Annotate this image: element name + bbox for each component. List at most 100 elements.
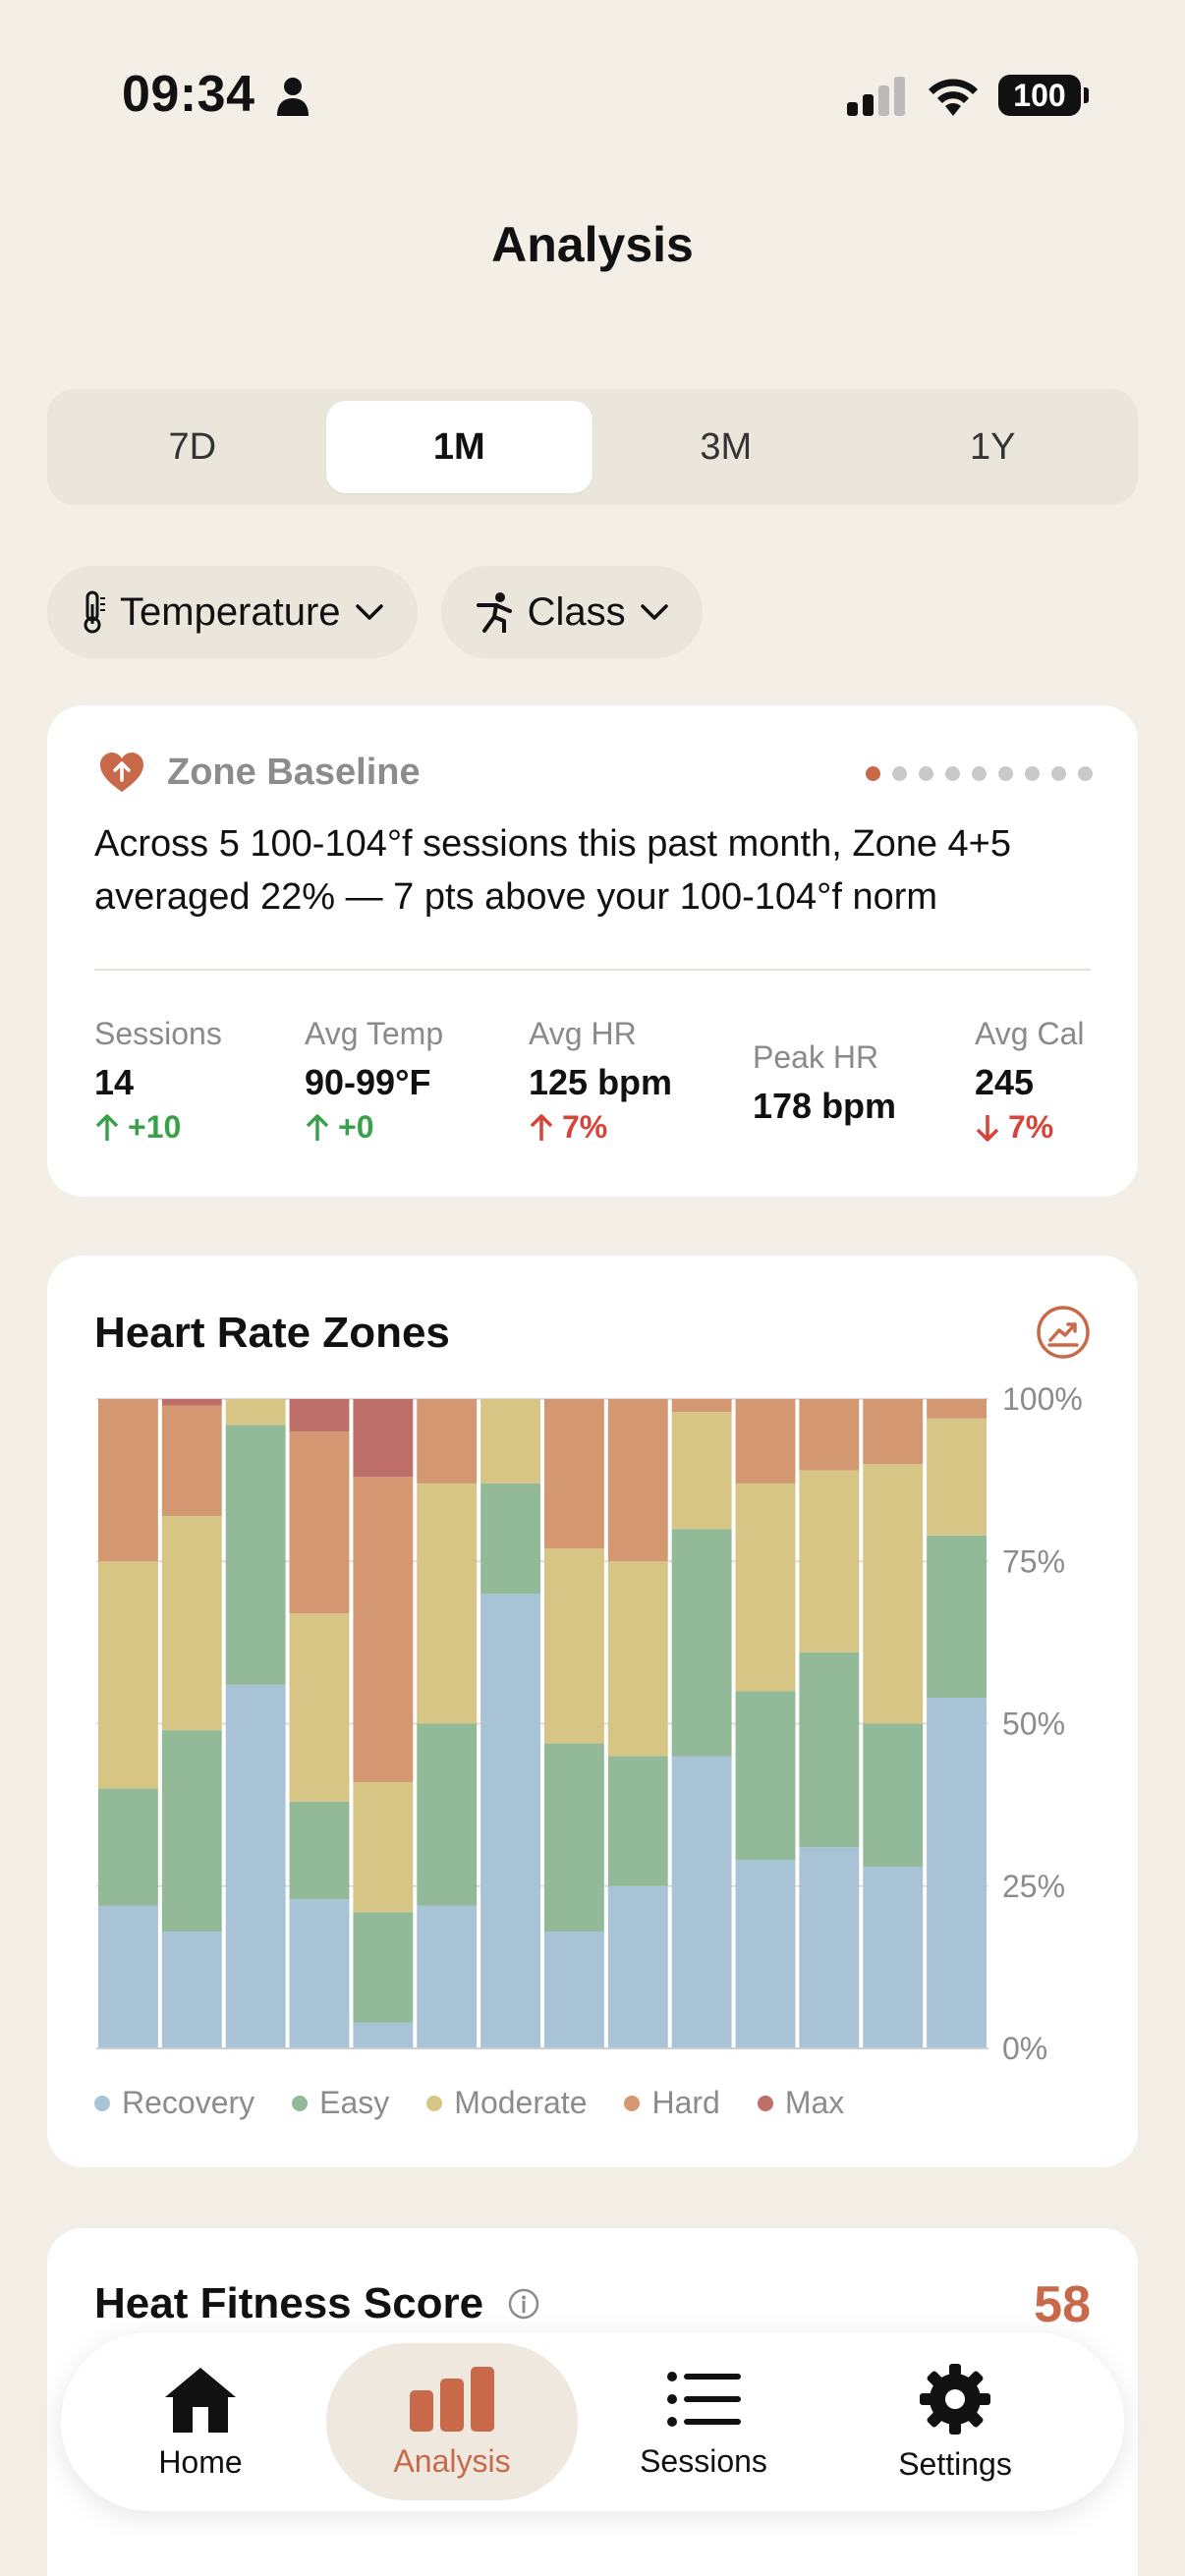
status-bar: 09:34 100 [0,0,1185,196]
bar-segment-easy[interactable] [353,1912,414,2023]
bar-segment-recovery[interactable] [863,1866,924,2048]
bar-segment-moderate[interactable] [799,1470,860,1652]
bar-segment-easy[interactable] [480,1483,540,1595]
stat-label: Sessions [94,1016,222,1051]
bar-segment-hard[interactable] [671,1399,732,1413]
bar-segment-moderate[interactable] [289,1613,350,1802]
pagination-dot[interactable] [998,766,1013,781]
bar-segment-recovery[interactable] [671,1756,732,2048]
legend-item-recovery: Recovery [94,2085,254,2121]
bar-segment-recovery[interactable] [353,2022,414,2048]
heat-fitness-title-row: Heat Fitness Score [94,2279,540,2328]
bar-segment-recovery[interactable] [799,1847,860,2048]
bar-segment-hard[interactable] [927,1399,987,1419]
stat-label: Peak HR [753,1039,879,1075]
bar-segment-recovery[interactable] [289,1898,350,2048]
heat-fitness-title: Heat Fitness Score [94,2279,484,2327]
bar-segment-easy[interactable] [98,1788,158,1906]
bar-segment-easy[interactable] [799,1652,860,1848]
tab-sessions[interactable]: Sessions [578,2343,829,2500]
pagination-dot[interactable] [1078,766,1093,781]
pagination-dot[interactable] [1051,766,1066,781]
pagination-dot[interactable] [972,766,987,781]
tab-settings[interactable]: Settings [829,2343,1081,2500]
bar-segment-recovery[interactable] [417,1905,478,2048]
bar-segment-hard[interactable] [161,1405,222,1516]
bar-segment-max[interactable] [289,1399,350,1432]
bar-segment-easy[interactable] [225,1425,286,1685]
bar-segment-moderate[interactable] [927,1418,987,1536]
stat-label: Avg HR [529,1016,637,1051]
bar-segment-recovery[interactable] [161,1932,222,2048]
bar-segment-moderate[interactable] [735,1483,796,1692]
tab-home[interactable]: Home [75,2343,326,2500]
bar-segment-max[interactable] [161,1399,222,1406]
bar-segment-hard[interactable] [544,1399,604,1549]
legend-item-hard: Hard [624,2085,720,2121]
bar-segment-recovery[interactable] [544,1932,604,2048]
bar-segment-recovery[interactable] [735,1860,796,2048]
bar-segment-moderate[interactable] [544,1548,604,1744]
bar-segment-moderate[interactable] [417,1483,478,1724]
bar-segment-hard[interactable] [735,1399,796,1484]
bar-segment-moderate[interactable] [863,1464,924,1724]
bar-segment-hard[interactable] [799,1399,860,1471]
trend-chart-icon[interactable] [1036,1305,1091,1360]
legend-label: Max [784,2085,845,2120]
heat-fitness-score: 58 [1034,2276,1091,2333]
info-icon[interactable] [507,2287,540,2321]
pagination-dot[interactable] [1025,766,1040,781]
bar-segment-hard[interactable] [353,1477,414,1782]
stat-peak-hr: Peak HR 178 bpm [753,1039,896,1127]
bar-segment-moderate[interactable] [607,1561,668,1757]
pagination-dot[interactable] [919,766,933,781]
bar-segment-easy[interactable] [863,1723,924,1867]
bar-segment-easy[interactable] [671,1529,732,1757]
bar-segment-moderate[interactable] [225,1399,286,1426]
bar-segment-recovery[interactable] [927,1698,987,2048]
zone-baseline-card[interactable]: Zone Baseline Across 5 100-104°f session… [47,705,1138,1197]
bar-segment-moderate[interactable] [671,1412,732,1530]
y-tick-label: 25% [1002,1869,1065,1904]
range-3m[interactable]: 3M [700,425,753,468]
bar-segment-hard[interactable] [863,1399,924,1465]
bar-segment-recovery[interactable] [607,1885,668,2048]
bar-segment-recovery[interactable] [98,1905,158,2048]
tab-analysis[interactable]: Analysis [326,2343,578,2500]
class-filter[interactable]: Class [440,566,703,658]
bar-segment-easy[interactable] [735,1691,796,1861]
bar-segment-easy[interactable] [927,1535,987,1699]
stat-delta: 7% [975,1109,1084,1146]
range-1m[interactable]: 1M [325,401,592,493]
pagination-dot[interactable] [945,766,960,781]
bar-segment-hard[interactable] [289,1431,350,1614]
bar-segment-moderate[interactable] [98,1561,158,1789]
bar-segment-easy[interactable] [161,1730,222,1932]
range-1y[interactable]: 1Y [970,425,1016,468]
range-7d[interactable]: 7D [168,425,217,468]
bar-segment-hard[interactable] [607,1399,668,1562]
bar-segment-max[interactable] [353,1399,414,1478]
bar-chart-icon [410,2366,494,2432]
bar-segment-moderate[interactable] [161,1515,222,1731]
bar-segment-easy[interactable] [607,1756,668,1886]
pagination-dot[interactable] [866,766,880,781]
bar-segment-hard[interactable] [417,1399,478,1484]
legend-item-max: Max [757,2085,845,2121]
bar-segment-recovery[interactable] [225,1684,286,2048]
bar-segment-moderate[interactable] [480,1399,540,1484]
legend-label: Moderate [454,2085,588,2120]
pagination-dots[interactable] [866,766,1093,781]
pagination-dot[interactable] [892,766,907,781]
bar-segment-hard[interactable] [98,1399,158,1562]
bar-segment-moderate[interactable] [353,1781,414,1913]
stat-avg-temp: Avg Temp 90-99°F +0 [305,1016,443,1146]
bar-segment-easy[interactable] [544,1743,604,1932]
bar-segment-easy[interactable] [417,1723,478,1906]
stat-label: Avg Cal [975,1016,1085,1051]
bar-segment-easy[interactable] [289,1801,350,1899]
bar-segment-recovery[interactable] [480,1594,540,2048]
stat-delta: +10 [94,1109,222,1146]
temperature-filter[interactable]: Temperature [47,566,418,658]
filter-chips: Temperature Class [47,566,703,658]
